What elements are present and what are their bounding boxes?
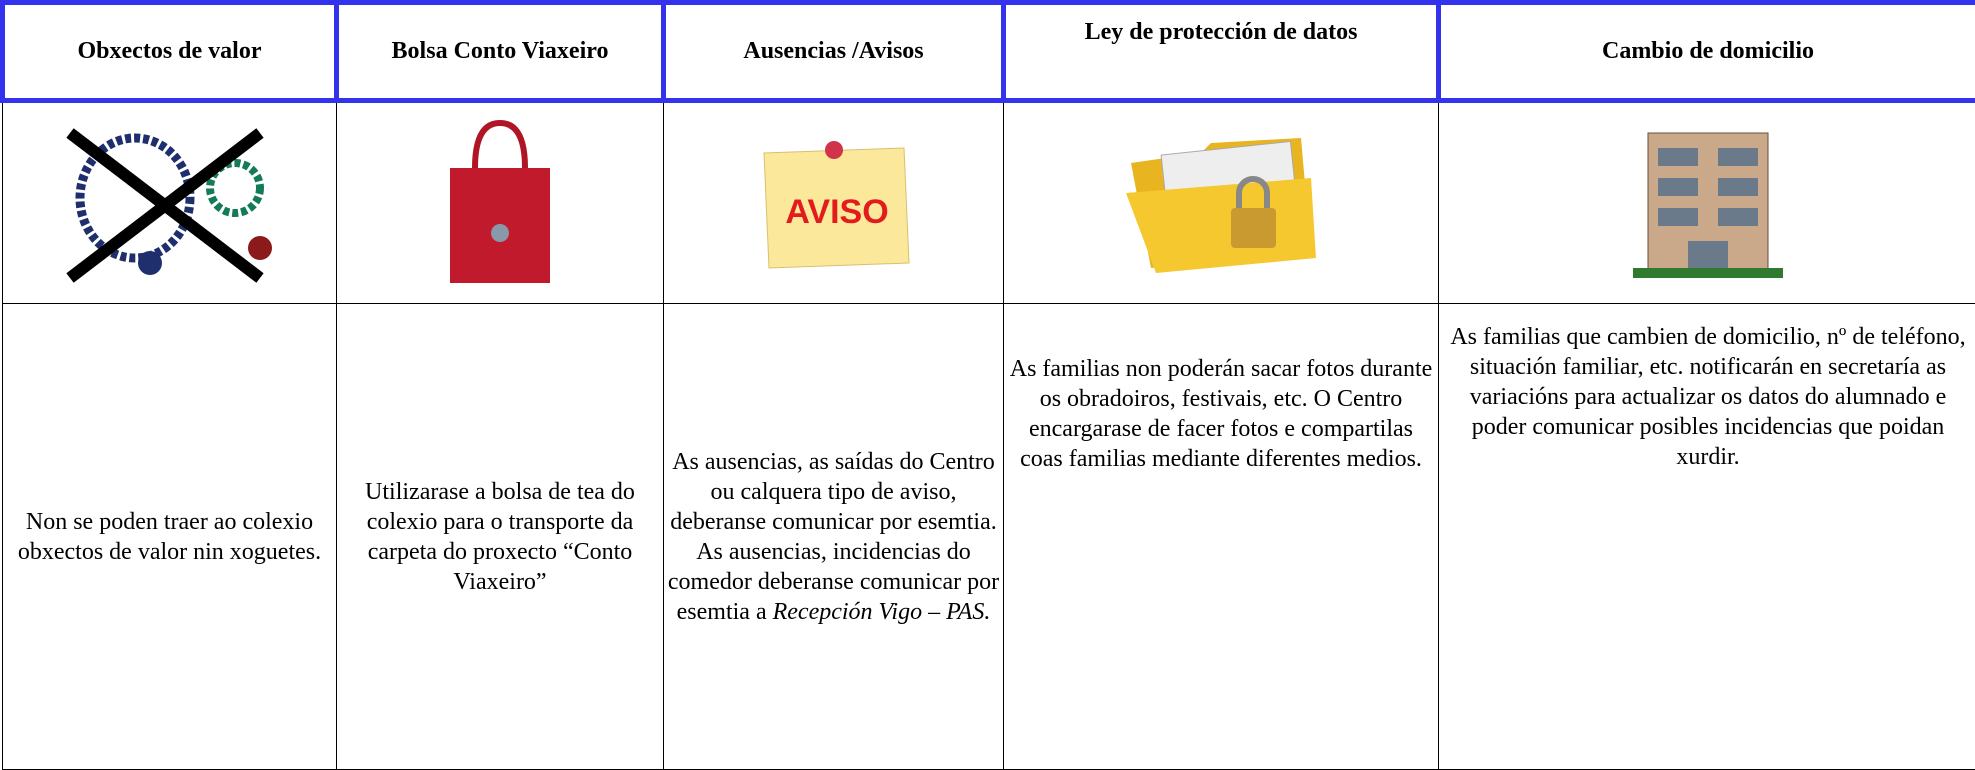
bag-icon — [440, 118, 560, 288]
text-cell: As ausencias, as saídas do Centro ou cal… — [664, 304, 1004, 770]
image-cell: AVISO — [664, 101, 1004, 304]
image-cell — [1439, 101, 1975, 304]
locked-folder-icon — [1111, 123, 1331, 283]
text-cell: As familias non poderán sacar fotos dura… — [1004, 304, 1439, 770]
header: Bolsa Conto Viaxeiro — [337, 3, 664, 101]
text-cell: Non se poden traer ao colexio obxectos d… — [3, 304, 337, 770]
header: Obxectos de valor — [3, 3, 337, 101]
jewelry-crossed-icon — [50, 118, 290, 288]
text-cell: As familias que cambien de domicilio, nº… — [1439, 304, 1975, 770]
notice-icon: AVISO — [749, 128, 919, 278]
image-cell — [337, 101, 664, 304]
notice-label: AVISO — [785, 193, 888, 231]
image-cell — [3, 101, 337, 304]
header: Ausencias /Avisos — [664, 3, 1004, 101]
header-row: Obxectos de valor Bolsa Conto Viaxeiro A… — [3, 3, 1975, 101]
text-row: Non se poden traer ao colexio obxectos d… — [3, 304, 1975, 770]
building-icon — [1618, 123, 1798, 283]
text-cell: Utilizarase a bolsa de tea do colexio pa… — [337, 304, 664, 770]
italic-text: Recepción Vigo – PAS. — [773, 599, 991, 625]
image-row: AVISO — [3, 101, 1975, 304]
image-cell — [1004, 101, 1439, 304]
header: Cambio de domicilio — [1439, 3, 1975, 101]
header: Ley de protección de datos — [1004, 3, 1439, 101]
